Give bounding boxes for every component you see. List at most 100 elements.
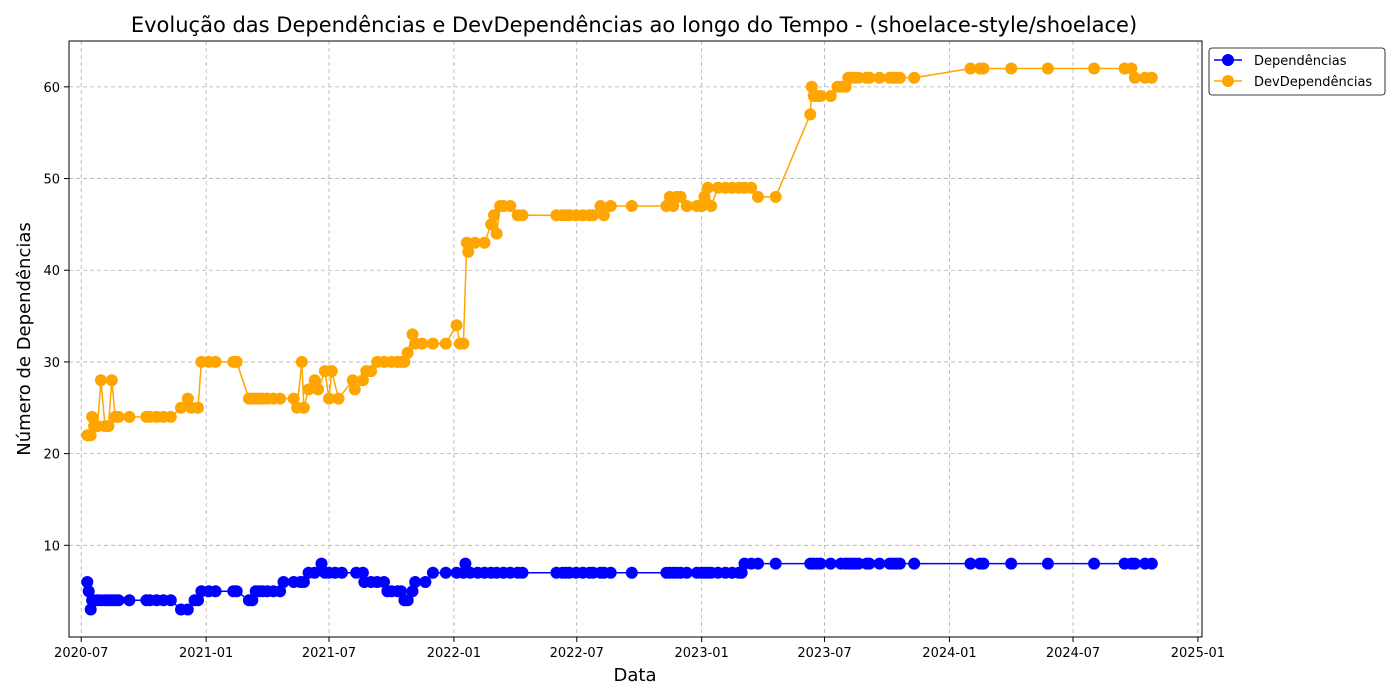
data-point <box>964 557 977 570</box>
data-point <box>192 594 204 607</box>
data-point <box>287 392 300 405</box>
data-point <box>752 557 764 570</box>
data-point <box>587 209 600 222</box>
data-point <box>604 566 617 579</box>
data-point <box>1041 557 1054 570</box>
data-point <box>416 337 428 350</box>
data-point <box>1145 71 1158 84</box>
data-point <box>450 319 463 332</box>
data-point <box>1128 557 1141 570</box>
data-point <box>873 71 886 84</box>
y-tick-label: 20 <box>43 448 60 463</box>
data-point <box>192 401 204 414</box>
data-point <box>516 209 529 222</box>
data-point <box>460 236 473 249</box>
data-point <box>439 566 452 579</box>
data-point <box>516 566 529 579</box>
grid <box>69 41 1202 637</box>
data-point <box>908 557 921 570</box>
data-point <box>164 594 177 607</box>
data-point <box>1005 62 1018 75</box>
y-axis: 10 20 30 40 50 60 <box>43 81 69 554</box>
data-point <box>1128 71 1141 84</box>
chart-title: Evolução das Dependências e DevDependênc… <box>131 13 1137 37</box>
data-point <box>325 365 338 378</box>
data-point <box>401 594 414 607</box>
data-point <box>459 557 472 570</box>
data-point <box>105 374 118 387</box>
data-point <box>277 576 290 588</box>
legend-marker-devdependencias <box>1222 75 1234 87</box>
data-point <box>977 62 990 75</box>
data-point <box>378 576 390 588</box>
legend-marker-dependencias <box>1222 54 1234 66</box>
data-point <box>123 410 136 423</box>
data-point <box>674 190 687 203</box>
data-point <box>323 392 335 405</box>
data-point <box>209 585 222 598</box>
data-point <box>735 566 748 579</box>
data-point <box>1005 557 1018 570</box>
data-point <box>745 181 758 194</box>
data-point <box>209 355 222 368</box>
data-point <box>604 200 617 212</box>
data-point <box>504 200 517 212</box>
data-point <box>398 355 411 368</box>
data-point <box>490 227 503 240</box>
data-point <box>625 566 638 579</box>
data-point <box>230 355 243 368</box>
data-point <box>230 585 243 598</box>
legend-frame <box>1208 47 1386 96</box>
data-point <box>302 383 315 396</box>
plot-frame <box>68 40 1203 638</box>
data-point <box>804 108 817 121</box>
y-axis-label: Número de Dependências <box>14 222 35 456</box>
x-tick-label: 2021-07 <box>302 646 356 661</box>
data-point <box>395 585 407 598</box>
data-point <box>478 236 491 249</box>
data-point <box>315 557 328 570</box>
data-point <box>82 585 95 598</box>
x-tick-label: 2022-07 <box>550 646 604 661</box>
data-point <box>695 200 708 212</box>
y-tick-label: 50 <box>43 173 60 188</box>
data-point <box>123 594 136 607</box>
series-dependencias <box>81 557 1158 616</box>
data-point <box>181 392 194 405</box>
data-point <box>752 190 764 203</box>
data-point <box>1125 62 1138 75</box>
x-tick-label: 2022-01 <box>427 646 481 661</box>
data-point <box>977 557 990 570</box>
data-point <box>426 566 439 579</box>
y-tick-label: 10 <box>43 539 60 554</box>
data-point <box>356 566 369 579</box>
data-point <box>893 557 906 570</box>
x-axis: 2020-07 2021-01 2021-07 2022-01 2022-07 2023-… <box>54 637 1225 661</box>
data-point <box>81 576 94 588</box>
legend-label-devdependencias: DevDependências <box>1254 75 1372 90</box>
data-point <box>667 200 680 212</box>
data-point <box>365 365 378 378</box>
data-point <box>406 585 419 598</box>
data-point <box>84 429 97 442</box>
data-point <box>964 62 977 75</box>
series-layer <box>81 62 1158 616</box>
data-point <box>295 355 308 368</box>
data-point <box>86 410 99 423</box>
data-point <box>308 374 321 387</box>
x-tick-label: 2025-01 <box>1171 646 1225 661</box>
data-point <box>348 383 361 396</box>
data-point <box>84 603 97 616</box>
x-tick-label: 2020-07 <box>54 646 108 661</box>
data-point <box>462 245 475 258</box>
data-point <box>439 337 452 350</box>
data-point <box>332 392 345 405</box>
data-point <box>401 346 414 359</box>
series-line <box>87 67 1152 437</box>
data-point <box>297 401 310 414</box>
data-point <box>409 576 422 588</box>
data-point <box>406 328 419 341</box>
data-point <box>893 71 906 84</box>
data-point <box>1041 62 1054 75</box>
